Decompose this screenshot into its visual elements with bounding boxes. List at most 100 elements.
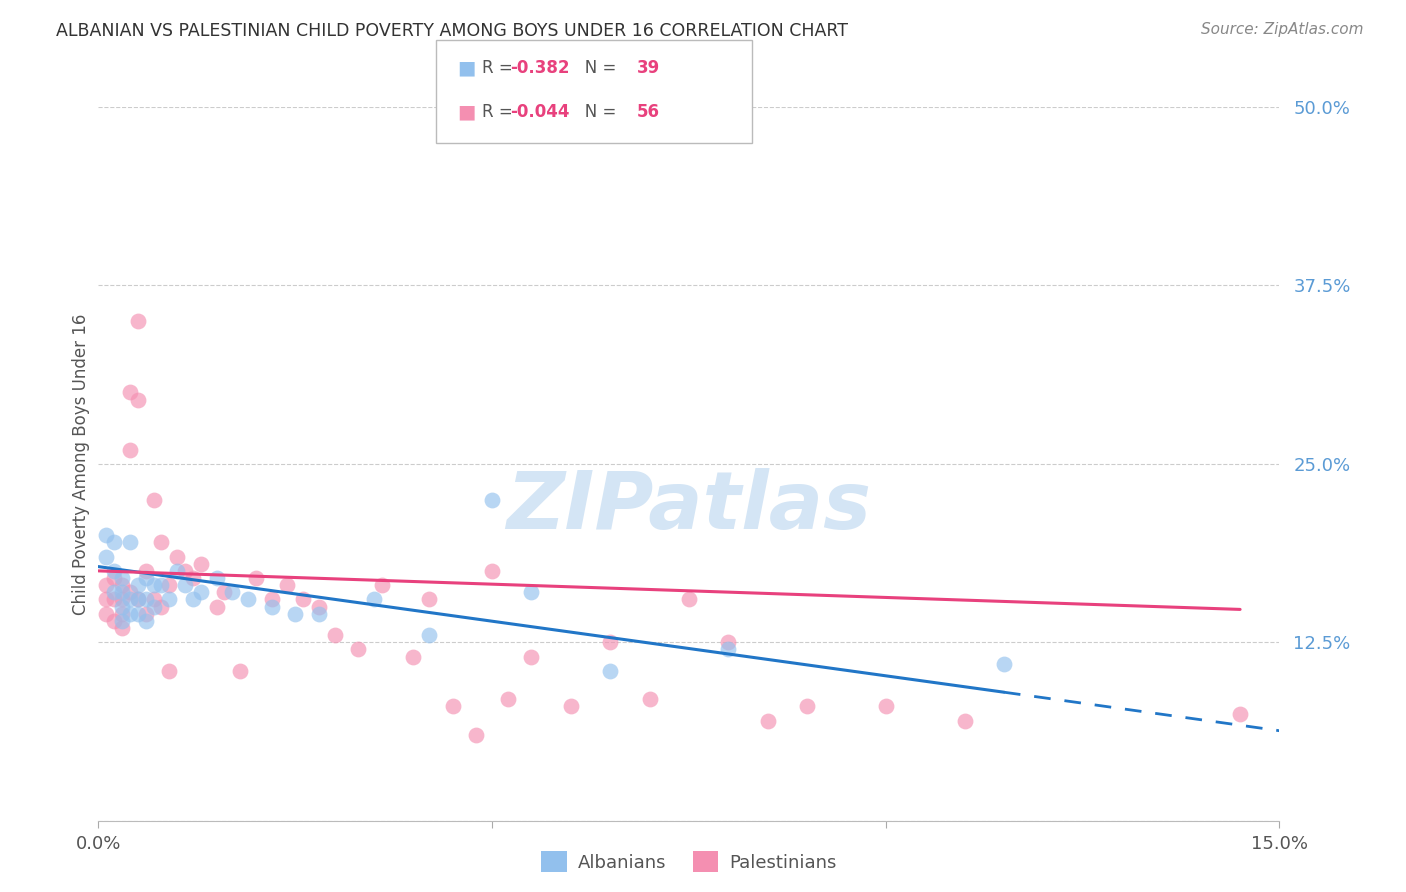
Text: ■: ■ <box>457 103 475 121</box>
Point <box>118 442 141 457</box>
Point <box>520 585 543 599</box>
Point <box>103 592 125 607</box>
Point <box>118 592 141 607</box>
Point <box>363 592 385 607</box>
Point <box>418 628 440 642</box>
Text: R =: R = <box>482 103 519 121</box>
Point <box>157 578 180 592</box>
Point <box>103 585 125 599</box>
Point <box>284 607 307 621</box>
Point <box>717 642 740 657</box>
Point <box>103 571 125 585</box>
Point <box>135 571 157 585</box>
Point <box>111 621 134 635</box>
Text: N =: N = <box>569 103 621 121</box>
Point <box>135 564 157 578</box>
Point <box>111 585 134 599</box>
Point <box>127 592 149 607</box>
Y-axis label: Child Poverty Among Boys Under 16: Child Poverty Among Boys Under 16 <box>72 313 90 615</box>
Point <box>875 699 897 714</box>
Point <box>260 592 283 607</box>
Legend: Albanians, Palestinians: Albanians, Palestinians <box>534 844 844 880</box>
Point <box>276 578 298 592</box>
Point <box>638 692 661 706</box>
Point <box>96 528 118 542</box>
Text: 56: 56 <box>637 103 659 121</box>
Point <box>323 628 346 642</box>
Point <box>496 692 519 706</box>
Point <box>717 635 740 649</box>
Point <box>481 564 503 578</box>
Point <box>441 699 464 714</box>
Point <box>465 728 488 742</box>
Text: -0.382: -0.382 <box>510 59 569 77</box>
Point <box>103 535 125 549</box>
Point <box>308 599 330 614</box>
Point <box>214 585 236 599</box>
Point <box>150 535 173 549</box>
Point <box>166 549 188 564</box>
Point <box>292 592 315 607</box>
Point <box>245 571 267 585</box>
Point <box>111 571 134 585</box>
Point <box>118 585 141 599</box>
Point <box>150 578 173 592</box>
Point <box>308 607 330 621</box>
Point <box>142 492 165 507</box>
Point <box>127 314 149 328</box>
Point <box>127 607 149 621</box>
Point <box>796 699 818 714</box>
Point <box>221 585 243 599</box>
Point <box>678 592 700 607</box>
Text: R =: R = <box>482 59 519 77</box>
Point <box>953 714 976 728</box>
Point <box>181 571 204 585</box>
Point <box>371 578 394 592</box>
Point <box>127 578 149 592</box>
Point <box>111 578 134 592</box>
Text: 39: 39 <box>637 59 661 77</box>
Point <box>96 578 118 592</box>
Point <box>118 385 141 400</box>
Point <box>111 599 134 614</box>
Point <box>96 607 118 621</box>
Point <box>347 642 370 657</box>
Point <box>142 592 165 607</box>
Point <box>111 614 134 628</box>
Point <box>190 557 212 571</box>
Text: ■: ■ <box>457 59 475 78</box>
Text: Source: ZipAtlas.com: Source: ZipAtlas.com <box>1201 22 1364 37</box>
Point <box>157 664 180 678</box>
Point <box>993 657 1015 671</box>
Point <box>118 607 141 621</box>
Point <box>96 592 118 607</box>
Point <box>142 599 165 614</box>
Point <box>236 592 259 607</box>
Point <box>135 607 157 621</box>
Point <box>599 664 621 678</box>
Point <box>174 578 197 592</box>
Point <box>756 714 779 728</box>
Point <box>229 664 252 678</box>
Text: N =: N = <box>569 59 621 77</box>
Point <box>560 699 582 714</box>
Point <box>96 549 118 564</box>
Point <box>157 592 180 607</box>
Point <box>190 585 212 599</box>
Point <box>205 599 228 614</box>
Point <box>520 649 543 664</box>
Point <box>599 635 621 649</box>
Point <box>260 599 283 614</box>
Point <box>166 564 188 578</box>
Text: ZIPatlas: ZIPatlas <box>506 467 872 546</box>
Point <box>481 492 503 507</box>
Point <box>205 571 228 585</box>
Point <box>142 578 165 592</box>
Point <box>181 592 204 607</box>
Point <box>1229 706 1251 721</box>
Point <box>127 392 149 407</box>
Point <box>174 564 197 578</box>
Point <box>111 607 134 621</box>
Point <box>135 614 157 628</box>
Point <box>150 599 173 614</box>
